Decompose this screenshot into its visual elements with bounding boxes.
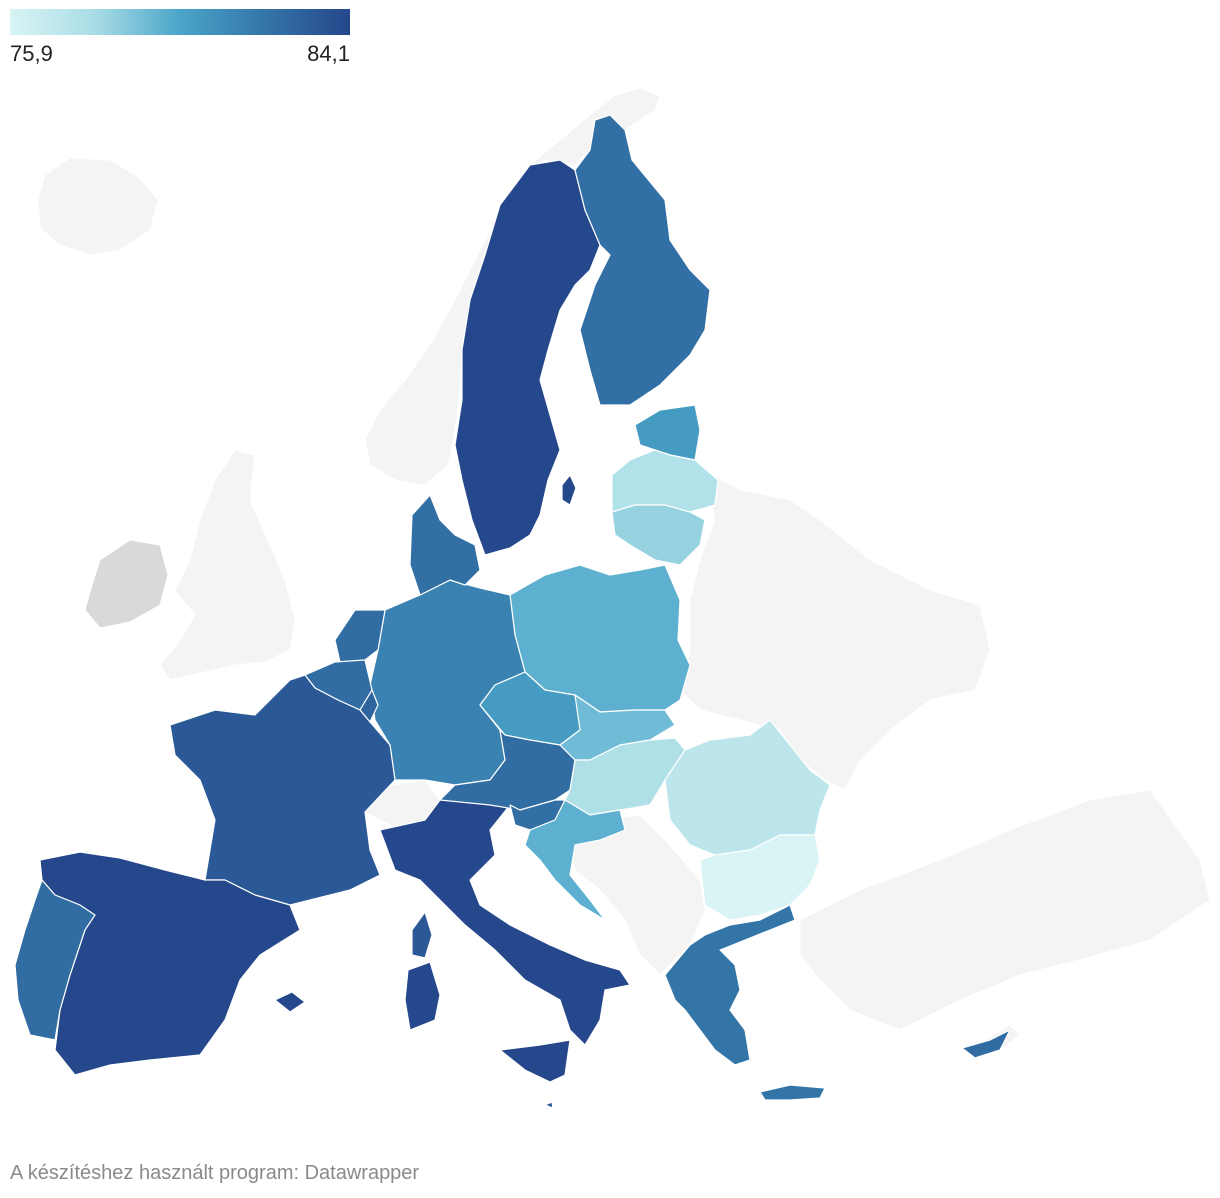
non-eu-land [37,87,1211,1051]
ireland [84,539,169,629]
region-sardinia [404,961,441,1031]
region-sweden [454,159,601,556]
region-denmark [409,494,481,596]
region-croatia [524,799,626,921]
russia-belarus-ukraine [679,469,991,791]
region-romania [664,719,831,856]
legend-min-label: 75,9 [10,41,53,66]
region-finland [574,114,711,406]
region-estonia [634,404,701,461]
region-gotland [561,474,577,506]
region-corsica [411,911,433,959]
region-malta [544,1101,554,1109]
region-latvia [611,449,719,513]
region-cyprus [961,1029,1011,1059]
turkey [799,789,1211,1031]
region-sicily [499,1039,571,1083]
region-crete [759,1084,826,1101]
region-mallorca [274,991,306,1013]
legend-gradient-bar [10,9,350,35]
great-britain [159,449,296,681]
region-portugal [14,879,96,1041]
iceland [37,157,159,256]
eu-countries [14,114,1011,1109]
region-lithuania [611,504,706,566]
region-bulgaria [699,834,821,921]
legend-max-label: 84,1 [307,41,350,66]
region-greece [664,904,796,1066]
region-france [169,674,396,906]
color-legend: 75,9 84,1 [10,9,350,66]
footer-credit: A készítéshez használt program: Datawrap… [10,1162,420,1184]
